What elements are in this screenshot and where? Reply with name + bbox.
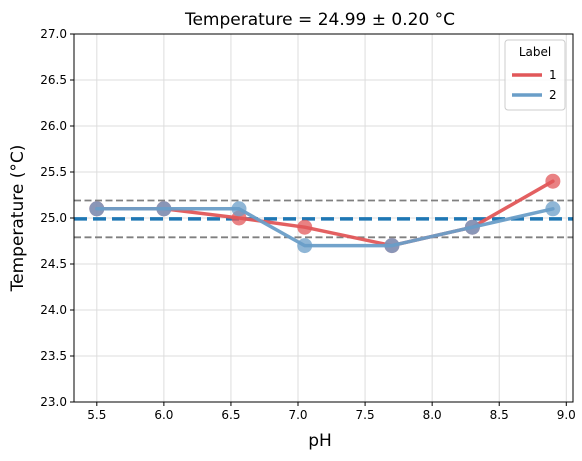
y-tick-label: 25.0 (40, 211, 67, 225)
y-axis-label: Temperature (°C) (8, 145, 28, 293)
series-2-point (545, 201, 561, 217)
series-2-point (297, 238, 313, 254)
x-axis-ticks: 5.5 6.0 6.5 7.0 7.5 8.0 8.5 9.0 (87, 402, 576, 422)
y-tick-label: 23.5 (40, 349, 67, 363)
legend: Label 1 2 (504, 39, 566, 111)
series-2-point (231, 201, 247, 217)
chart-title: Temperature = 24.99 ± 0.20 °C (184, 10, 455, 30)
series-2-point (89, 201, 105, 217)
x-tick-label: 8.0 (423, 408, 442, 422)
y-tick-label: 24.5 (40, 257, 67, 271)
reference-lines (74, 199, 573, 239)
y-tick-label: 25.5 (40, 165, 67, 179)
legend-label-2: 2 (549, 88, 557, 102)
x-tick-label: 6.5 (221, 408, 240, 422)
x-tick-label: 7.0 (288, 408, 307, 422)
y-axis-ticks: 23.0 23.5 24.0 24.5 25.0 25.5 26.0 26.5 27.0 (40, 27, 74, 409)
series-1-point (297, 219, 313, 235)
legend-title: Label (519, 45, 551, 59)
x-tick-label: 9.0 (557, 408, 576, 422)
series-2-point (464, 219, 480, 235)
y-tick-label: 23.0 (40, 395, 67, 409)
x-tick-label: 5.5 (87, 408, 106, 422)
x-axis-label: pH (308, 431, 332, 451)
x-tick-label: 8.5 (490, 408, 509, 422)
legend-label-1: 1 (549, 68, 557, 82)
y-tick-label: 26.0 (40, 119, 67, 133)
y-tick-label: 26.5 (40, 73, 67, 87)
series-2-point (384, 238, 400, 254)
y-tick-label: 24.0 (40, 303, 67, 317)
x-tick-label: 6.0 (154, 408, 173, 422)
x-tick-label: 7.5 (356, 408, 375, 422)
series-layer (89, 173, 561, 254)
series-2 (89, 201, 561, 254)
series-1-point (545, 173, 561, 189)
series-2-point (156, 201, 172, 217)
y-tick-label: 27.0 (40, 27, 67, 41)
